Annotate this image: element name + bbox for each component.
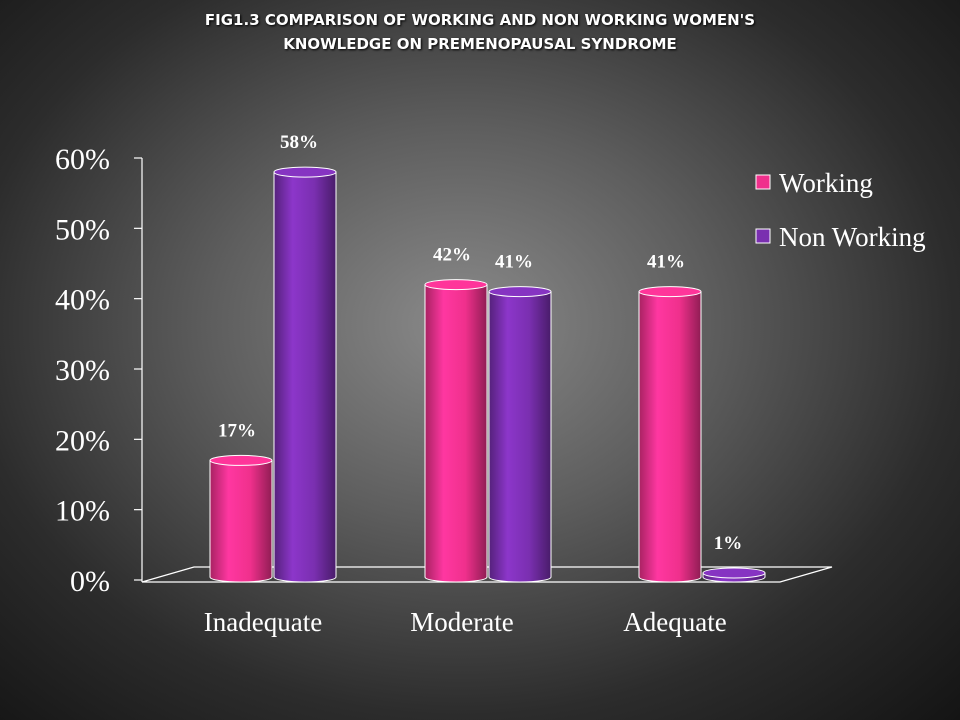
legend-item: Non Working xyxy=(755,222,926,252)
chart-title: FIG1.3 COMPARISON OF WORKING AND NON WOR… xyxy=(0,8,960,56)
x-category-label: Adequate xyxy=(623,607,726,637)
data-label: 41% xyxy=(647,252,685,273)
y-tick-label: 20% xyxy=(55,424,110,457)
legend-label: Working xyxy=(779,168,873,198)
legend: Working Non Working xyxy=(755,168,926,252)
legend-swatch xyxy=(755,174,771,190)
bar-moderate-working xyxy=(424,279,488,583)
bar-moderate-non-working xyxy=(488,286,552,583)
y-tick-label: 10% xyxy=(55,495,110,528)
bar-adequate-non-working xyxy=(702,567,766,583)
bar-adequate-working xyxy=(638,286,702,583)
x-category-label: Moderate xyxy=(410,607,513,637)
chart-title-line-2: KNOWLEDGE ON PREMENOPAUSAL SYNDROME xyxy=(283,35,677,53)
chart-floor xyxy=(141,566,833,583)
bar-inadequate-non-working xyxy=(273,166,337,583)
legend-label: Non Working xyxy=(779,222,926,252)
data-label: 1% xyxy=(714,533,743,554)
data-label: 42% xyxy=(433,245,471,266)
legend-item: Working xyxy=(755,168,873,198)
data-label: 17% xyxy=(218,420,256,441)
y-tick-label: 0% xyxy=(70,565,110,598)
y-tick-label: 50% xyxy=(55,213,110,246)
floor-plane xyxy=(141,566,833,583)
y-tick-label: 60% xyxy=(55,143,110,176)
chart-title-line-1: FIG1.3 COMPARISON OF WORKING AND NON WOR… xyxy=(204,11,756,29)
y-tick-label: 40% xyxy=(55,284,110,317)
data-label: 41% xyxy=(495,252,533,273)
bars xyxy=(209,166,766,583)
y-axis: 0% 10% 20% 30% 40% 50% 60% xyxy=(55,143,143,598)
data-label: 58% xyxy=(280,132,318,153)
x-category-label: Inadequate xyxy=(204,607,322,637)
bar-inadequate-working xyxy=(209,454,273,583)
data-labels: 17% 58% 42% 41% 41% 1% xyxy=(218,132,742,554)
y-tick-label: 30% xyxy=(55,354,110,387)
legend-swatch xyxy=(755,228,771,244)
x-axis: Inadequate Moderate Adequate xyxy=(204,607,727,637)
